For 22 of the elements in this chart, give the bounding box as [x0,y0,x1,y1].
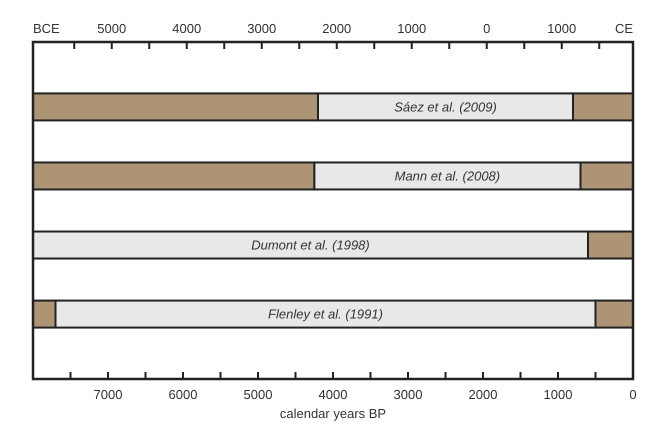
x2-tick-label: 2000 [322,21,352,36]
x-tick-label: 2000 [468,387,498,402]
x2-tick-label: 3000 [247,21,276,36]
x2-tick-label: 1000 [397,21,426,36]
x2-tick-label: 1000 [547,21,576,36]
x-tick-label: 5000 [244,387,272,402]
x-tick-label: 4000 [318,387,348,402]
x-tick-label: 3000 [394,387,422,402]
y-tick-label: Flenley et al. (1991) [268,306,383,322]
x-tick-label: 0 [629,387,637,402]
y-tick-label: Mann et al. (2008) [394,168,500,184]
x-tick-label: 1000 [544,387,572,402]
x2-tick-label: 0 [483,21,490,36]
x2-tick-label: 5000 [97,21,126,36]
x-tick-label: 7000 [94,387,122,402]
text: BCE [33,21,60,36]
x2-tick-label: 4000 [172,21,202,36]
y-tick-label: Sáez et al. (2009) [394,99,497,114]
text: CE [614,21,634,36]
y-tick-label: Dumont et al. (1998) [251,238,370,253]
x-axis-title: calendar years BP [280,406,386,421]
x-tick-label: 6000 [168,387,198,402]
